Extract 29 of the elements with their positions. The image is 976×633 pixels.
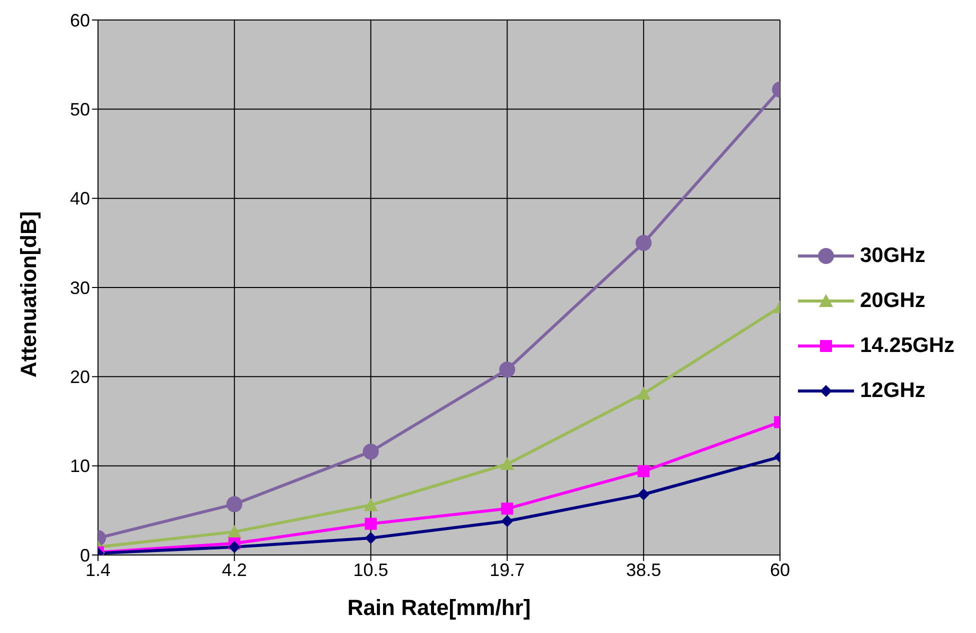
x-tick-label: 10.5 xyxy=(353,560,388,580)
point xyxy=(364,498,378,512)
legend-label: 20GHz xyxy=(860,288,926,312)
point xyxy=(499,362,516,378)
y-tick-label: 10 xyxy=(70,456,90,476)
y-tick-label: 50 xyxy=(70,100,90,120)
point xyxy=(227,524,242,538)
x-tick-label: 38.5 xyxy=(626,560,662,580)
legend-label: 30GHz xyxy=(860,244,926,268)
y-axis-title: Attenuation[dB] xyxy=(16,211,41,378)
point xyxy=(364,518,377,530)
y-tick-label: 60 xyxy=(70,10,90,30)
x-tick-label: 4.2 xyxy=(222,560,247,580)
point xyxy=(501,502,514,515)
y-tick-label: 30 xyxy=(70,278,90,298)
y-tick-label: 40 xyxy=(70,188,90,209)
point xyxy=(226,496,242,512)
legend-label: 14.25GHz xyxy=(860,334,955,358)
legend-label: 12GHz xyxy=(860,378,926,402)
y-tick-label: 20 xyxy=(70,367,90,388)
point xyxy=(364,532,377,544)
x-axis-title: Rain Rate[mm/hr] xyxy=(347,595,531,620)
point xyxy=(500,457,514,470)
x-tick-label: 19.7 xyxy=(490,560,525,580)
x-tick-label: 60 xyxy=(770,560,790,580)
point xyxy=(501,515,514,528)
y-tick-label: 0 xyxy=(80,545,90,566)
point xyxy=(362,444,379,460)
point xyxy=(228,540,240,553)
